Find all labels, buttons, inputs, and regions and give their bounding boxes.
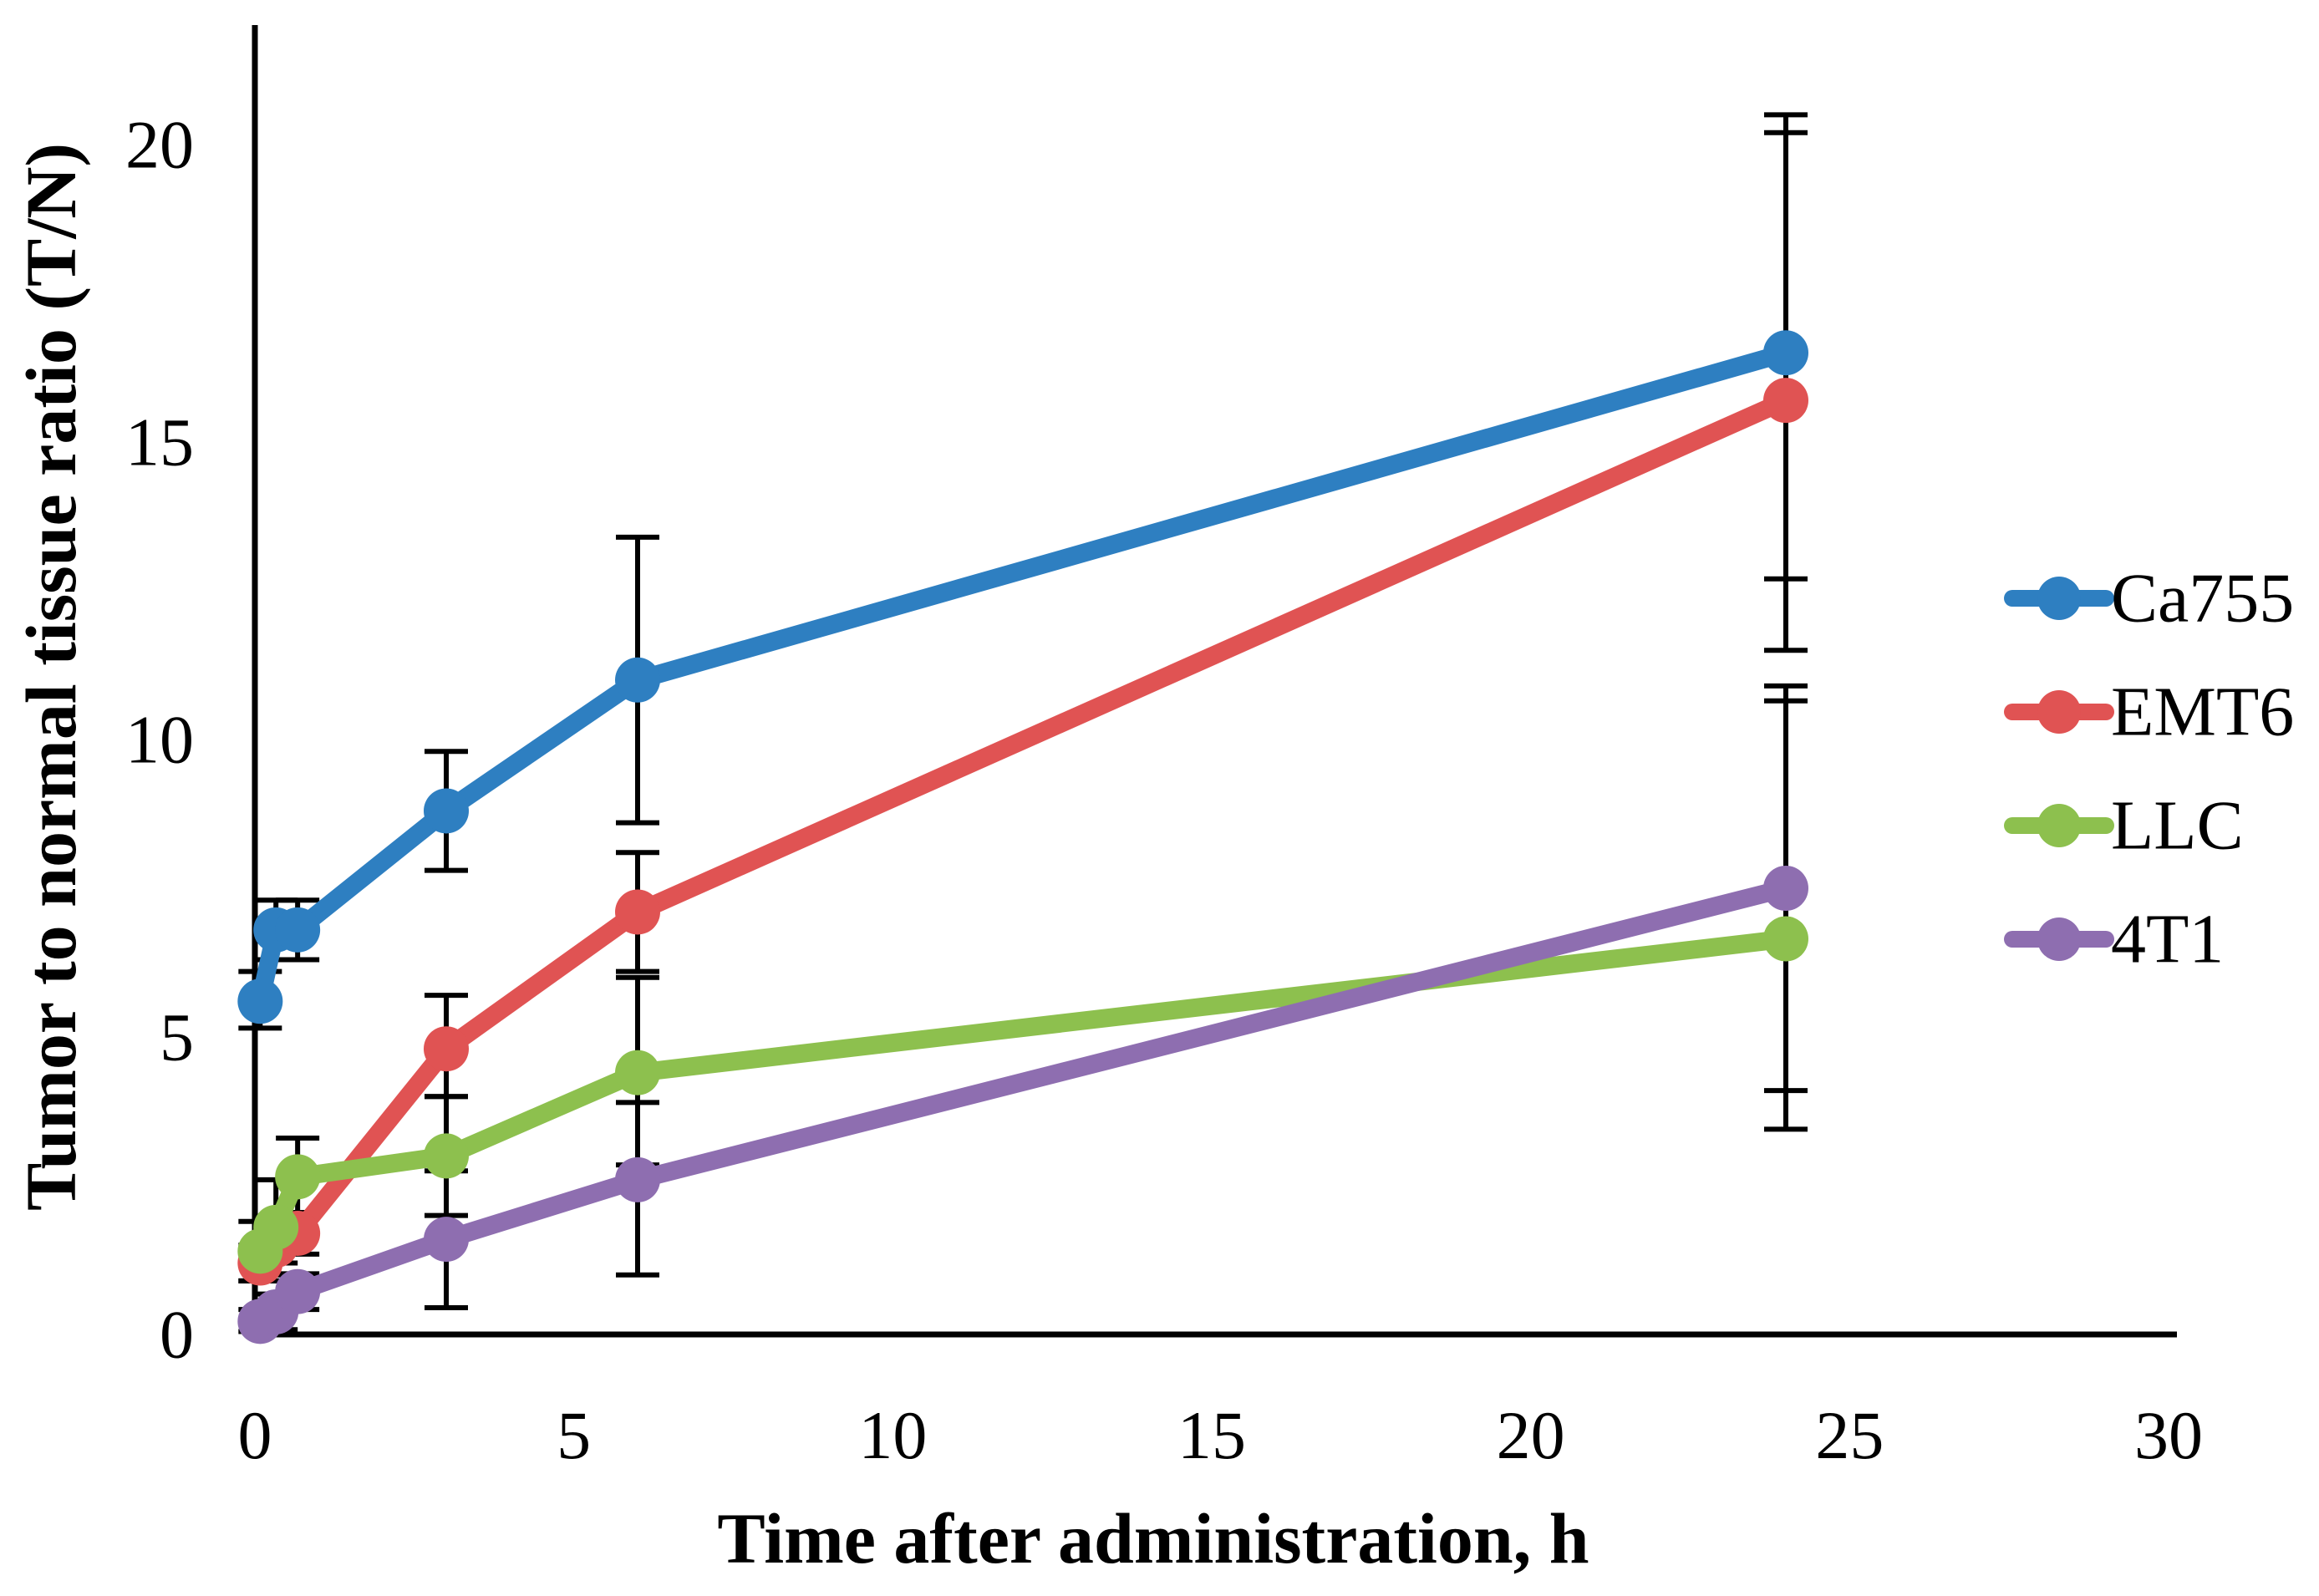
data-point-4T1 [1763, 866, 1808, 911]
data-point-EMT6 [615, 889, 660, 935]
data-point-Ca755 [615, 657, 660, 703]
y-tick-label: 15 [125, 404, 194, 480]
x-tick-label: 15 [1177, 1397, 1246, 1473]
data-point-Ca755 [1763, 330, 1808, 376]
legend-marker-4T1 [2037, 917, 2081, 961]
data-point-LLC [275, 1154, 321, 1200]
x-tick-label: 20 [1497, 1397, 1565, 1473]
y-tick-label: 5 [160, 999, 194, 1075]
y-tick-label: 10 [125, 702, 194, 778]
data-point-LLC [1763, 916, 1808, 962]
x-tick-label: 30 [2134, 1397, 2203, 1473]
series-line-LLC [251, 929, 1795, 1261]
data-point-4T1 [275, 1268, 321, 1314]
data-point-LLC [424, 1133, 469, 1179]
data-point-Ca755 [237, 978, 283, 1024]
legend-marker-LLC [2037, 804, 2081, 847]
data-point-Ca755 [424, 788, 469, 834]
y-tick-label: 20 [125, 107, 194, 183]
x-tick-label: 0 [238, 1397, 272, 1473]
data-point-4T1 [615, 1156, 660, 1202]
y-tick-label: 0 [160, 1297, 194, 1373]
legend-label-4T1: 4T1 [2111, 901, 2224, 978]
legend-label-LLC: LLC [2111, 787, 2244, 865]
legend-marker-Ca755 [2037, 577, 2081, 620]
data-point-EMT6 [424, 1026, 469, 1072]
x-tick-label: 5 [557, 1397, 591, 1473]
legend-label-Ca755: Ca755 [2111, 560, 2294, 638]
x-tick-label: 25 [1815, 1397, 1884, 1473]
data-point-Ca755 [275, 907, 321, 953]
series-line-Ca755 [251, 343, 1795, 1011]
data-point-EMT6 [1763, 378, 1808, 424]
data-point-LLC [253, 1204, 299, 1250]
data-point-4T1 [424, 1217, 469, 1263]
legend-label-EMT6: EMT6 [2111, 673, 2294, 751]
legend-marker-EMT6 [2037, 690, 2081, 734]
series-line-4T1 [251, 879, 1795, 1331]
y-axis-title: Tumor to normal tissue ratio (T/N) [11, 143, 91, 1211]
x-tick-label: 10 [858, 1397, 927, 1473]
x-axis-title: Time after administration, h [717, 1498, 1589, 1578]
data-point-LLC [615, 1050, 660, 1095]
